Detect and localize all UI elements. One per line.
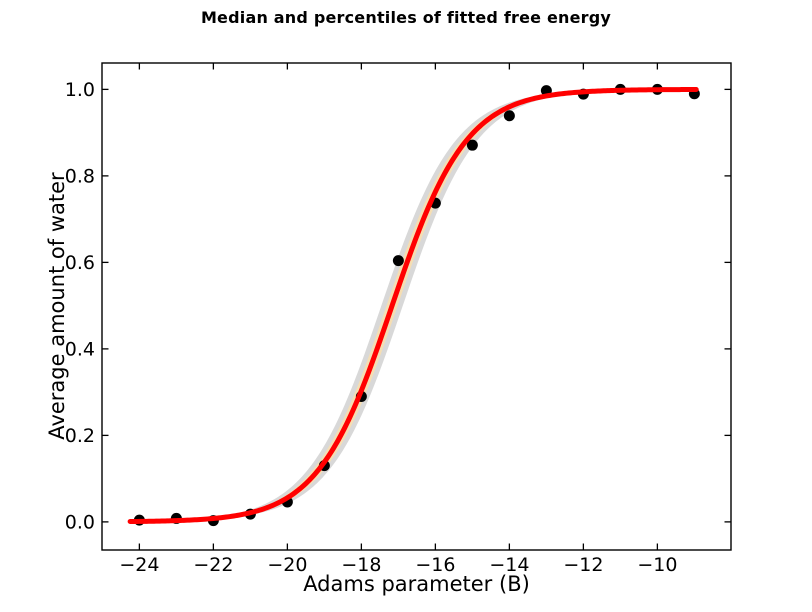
x-tick-label: −12 — [563, 554, 603, 576]
x-tick-label: −24 — [119, 554, 159, 576]
x-tick-label: −10 — [637, 554, 677, 576]
y-tick-label: 0.6 — [65, 252, 95, 274]
inner-percentile-band — [130, 89, 697, 522]
data-point-marker — [466, 139, 478, 151]
x-tick-label: −16 — [415, 554, 455, 576]
y-ticks: 0.0 0.2 0.4 0.6 0.8 1.0 — [65, 79, 731, 533]
data-point-marker — [503, 110, 515, 122]
y-tick-label: 0.8 — [65, 165, 95, 187]
x-ticks: −24 −22 −20 −18 −16 −14 −12 −10 — [119, 63, 677, 576]
data-point-marker — [392, 255, 404, 267]
y-tick-label: 1.0 — [65, 79, 95, 101]
x-axis-label: Adams parameter (B) — [303, 572, 530, 596]
y-tick-label: 0.0 — [65, 511, 95, 533]
data-points — [133, 83, 700, 527]
x-tick-label: −22 — [193, 554, 233, 576]
x-tick-label: −20 — [267, 554, 307, 576]
axis-frame — [101, 62, 732, 551]
x-tick-label: −14 — [489, 554, 529, 576]
outer-percentile-band — [130, 89, 697, 522]
y-tick-label: 0.4 — [65, 338, 95, 360]
x-tick-label: −18 — [341, 554, 381, 576]
chart-title: Median and percentiles of fitted free en… — [200, 8, 612, 27]
y-tick-label: 0.2 — [65, 425, 95, 447]
y-axis-label: Average amount of water — [45, 172, 69, 440]
median-curve — [127, 87, 699, 525]
